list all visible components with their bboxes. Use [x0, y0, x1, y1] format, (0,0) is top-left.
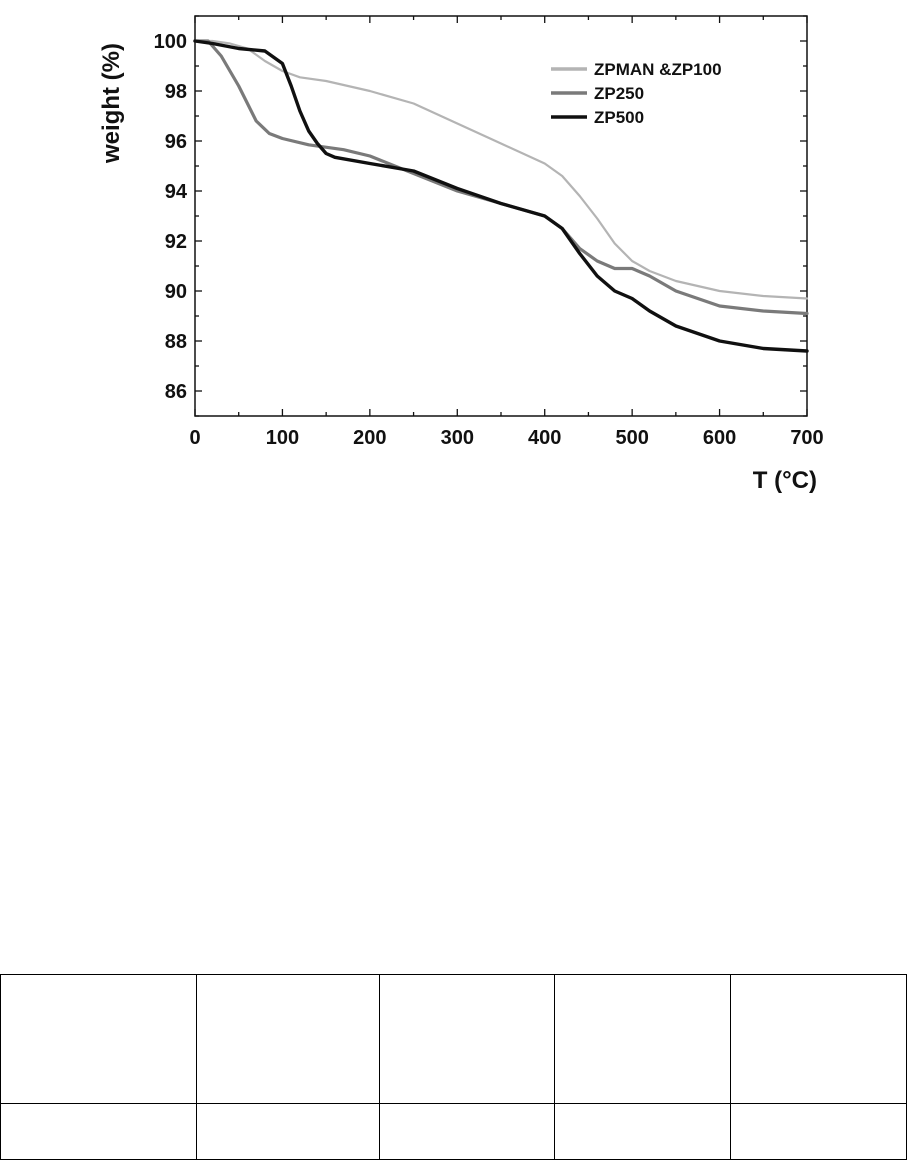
x-tick-label: 100: [266, 427, 299, 449]
y-axis-title: weight (%): [98, 43, 125, 164]
series-line-zpman-zp100: [193, 39, 809, 300]
legend-label: ZP500: [594, 108, 644, 127]
x-tick-label: 200: [353, 427, 386, 449]
table-cell: [730, 974, 907, 1104]
x-tick-label: 500: [615, 427, 648, 449]
x-tick-label: 700: [790, 427, 823, 449]
data-table: [0, 974, 907, 1160]
x-tick-label: 300: [441, 427, 474, 449]
y-tick-label: 88: [165, 331, 187, 353]
series-line-zp500: [193, 39, 809, 353]
plot-layer: 0 100 200 300 400 500 600 700 86 88 90 92 94 96 98 100 Z…: [154, 15, 824, 449]
table-cell: [730, 1103, 907, 1160]
table-cell: [379, 974, 555, 1104]
y-tick-label: 90: [165, 281, 187, 303]
y-tick-label: 96: [165, 131, 187, 153]
tga-chart: 0 100 200 300 400 500 600 700 86 88 90 92 94 96 98 100 Z…: [98, 15, 824, 494]
table-cell: [0, 974, 197, 1104]
x-tick-label: 600: [703, 427, 736, 449]
table-cell: [196, 1103, 380, 1160]
series-line-zp250: [193, 39, 809, 316]
table-cell: [196, 974, 380, 1104]
table-row: [0, 1103, 907, 1160]
y-tick-label: 100: [154, 31, 187, 53]
table-cell: [554, 974, 731, 1104]
y-tick-label: 92: [165, 231, 187, 253]
y-tick-label: 98: [165, 81, 187, 103]
table-cell: [554, 1103, 731, 1160]
y-tick-label: 94: [165, 181, 188, 203]
table-row: [0, 974, 907, 1104]
y-tick-label: 86: [165, 381, 187, 403]
table-cell: [0, 1103, 197, 1160]
x-axis-title: T (°C): [753, 467, 817, 494]
legend-label: ZPMAN &ZP100: [594, 60, 722, 79]
legend-label: ZP250: [594, 84, 644, 103]
x-tick-label: 0: [189, 427, 200, 449]
x-tick-label: 400: [528, 427, 561, 449]
table-cell: [379, 1103, 555, 1160]
